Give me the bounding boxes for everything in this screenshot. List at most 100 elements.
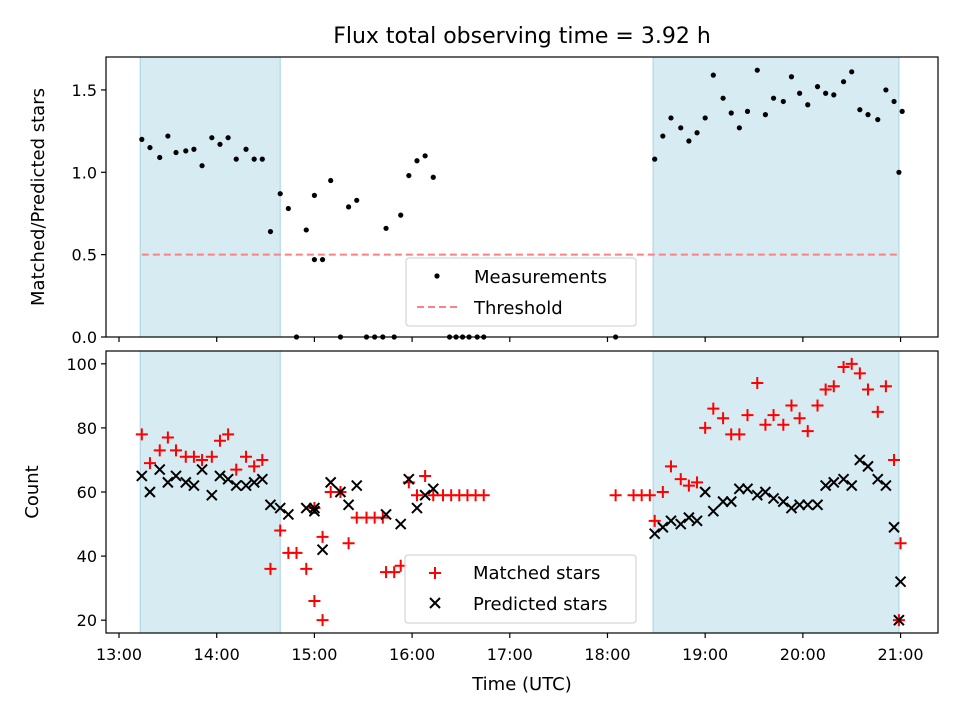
matched-star-point [205, 450, 218, 463]
matched-star-point [656, 486, 669, 498]
x-axis-label: Time (UTC) [471, 674, 572, 695]
predicted-star-point [759, 486, 772, 498]
bottom-matched-stars [135, 357, 907, 627]
measurement-point [710, 72, 716, 78]
top-measurements [139, 67, 905, 340]
predicted-star-point [872, 473, 884, 485]
matched-star-point [819, 383, 832, 396]
matched-star-point [143, 457, 156, 470]
matched-star-point [256, 453, 269, 466]
matched-star-point [308, 594, 321, 607]
matched-star-point [759, 418, 772, 431]
matched-star-point [135, 428, 148, 441]
matched-star-point [888, 453, 901, 466]
predicted-star-point [222, 473, 234, 485]
measurement-point [209, 135, 215, 141]
measurement-point [694, 130, 700, 136]
matched-star-point [894, 537, 907, 550]
measurement-point [788, 74, 795, 80]
matched-star-point [664, 460, 677, 473]
matched-star-point [751, 377, 764, 390]
measurement-point [744, 108, 751, 114]
matched-star-point [691, 476, 704, 489]
measurement-point [736, 125, 742, 131]
measurement-point [849, 69, 855, 75]
bottom-x-ticks: 13:00 14:00 15:00 16:00 17:00 18:00 19:00 20:00… [96, 633, 924, 664]
matched-star-point [648, 514, 661, 527]
y-tick-label: 1.5 [72, 81, 97, 100]
matched-star-point [674, 473, 687, 486]
measurement-point [139, 136, 145, 142]
x-tick-label: 18:00 [584, 645, 630, 664]
bottom-panel: 20 40 60 80 100 13:00 14:00 15:00 16:00 17:00 18:… [22, 350, 939, 695]
measurement-point [823, 90, 829, 96]
matched-star-point [827, 380, 840, 393]
x-tick-label: 19:00 [682, 645, 728, 664]
matched-star-point [419, 469, 432, 482]
top-y-axis-label: Matched/Predicted stars [28, 88, 49, 306]
predicted-star-point [845, 479, 858, 492]
measurement-point [328, 177, 334, 184]
shaded-interval [139, 56, 281, 338]
predicted-star-point [675, 518, 687, 530]
y-tick-label: 80 [77, 419, 97, 438]
predicted-star-point [741, 483, 754, 495]
legend-measurements-marker [434, 273, 440, 279]
measurement-point [780, 98, 786, 105]
y-tick-label: 40 [77, 547, 97, 566]
predicted-star-point [894, 576, 907, 588]
measurement-point [728, 110, 734, 116]
predicted-star-point [324, 476, 337, 489]
predicted-star-point [811, 499, 824, 511]
matched-star-point [643, 489, 656, 502]
x-tick-label: 14:00 [194, 645, 240, 664]
predicted-star-point [683, 511, 695, 524]
matched-star-point [248, 460, 261, 473]
measurement-point [660, 133, 666, 139]
matched-star-point [682, 479, 695, 492]
predicted-star-point [334, 486, 347, 498]
measurement-point [311, 256, 318, 263]
bottom-y-axis-label: Count [22, 465, 43, 518]
predicted-star-point [342, 499, 355, 511]
predicted-star-point [188, 479, 200, 492]
predicted-star-point [699, 486, 711, 498]
matched-star-point [196, 453, 209, 466]
measurement-point [217, 141, 223, 147]
predicted-star-point [717, 495, 729, 508]
legend-predicted-marker [429, 597, 441, 609]
bottom-y-ticks: 20 40 60 80 100 [66, 355, 106, 630]
matched-star-point [161, 431, 174, 444]
shaded-interval [652, 350, 900, 634]
chart-title: Flux total observing time = 3.92 h [333, 24, 711, 49]
measurement-point [686, 138, 692, 144]
measurement-point [319, 256, 326, 263]
measurement-point [233, 156, 239, 162]
measurement-point [303, 227, 309, 233]
measurement-point [259, 156, 265, 162]
predicted-star-point [196, 463, 208, 476]
measurement-point [805, 102, 811, 108]
predicted-star-point [264, 499, 277, 511]
x-tick-label: 17:00 [487, 645, 533, 664]
matched-star-point [845, 357, 858, 370]
measurement-point [857, 107, 863, 113]
measurement-point [865, 112, 871, 118]
x-tick-label: 13:00 [96, 645, 142, 664]
matched-star-point [879, 380, 892, 393]
measurement-point [875, 116, 881, 123]
predicted-star-point [162, 476, 174, 489]
predicted-star-point [707, 505, 720, 517]
matched-star-point [777, 418, 790, 431]
matched-star-point [717, 412, 730, 425]
measurement-point [831, 92, 837, 98]
matched-star-point [170, 444, 183, 457]
predicted-star-point [657, 521, 669, 533]
predicted-star-point [136, 470, 148, 482]
measurement-point [899, 108, 905, 114]
measurement-point [199, 163, 205, 169]
predicted-star-point [248, 476, 260, 489]
measurement-point [191, 146, 197, 152]
measurement-point [678, 125, 684, 131]
predicted-star-point [733, 483, 746, 495]
